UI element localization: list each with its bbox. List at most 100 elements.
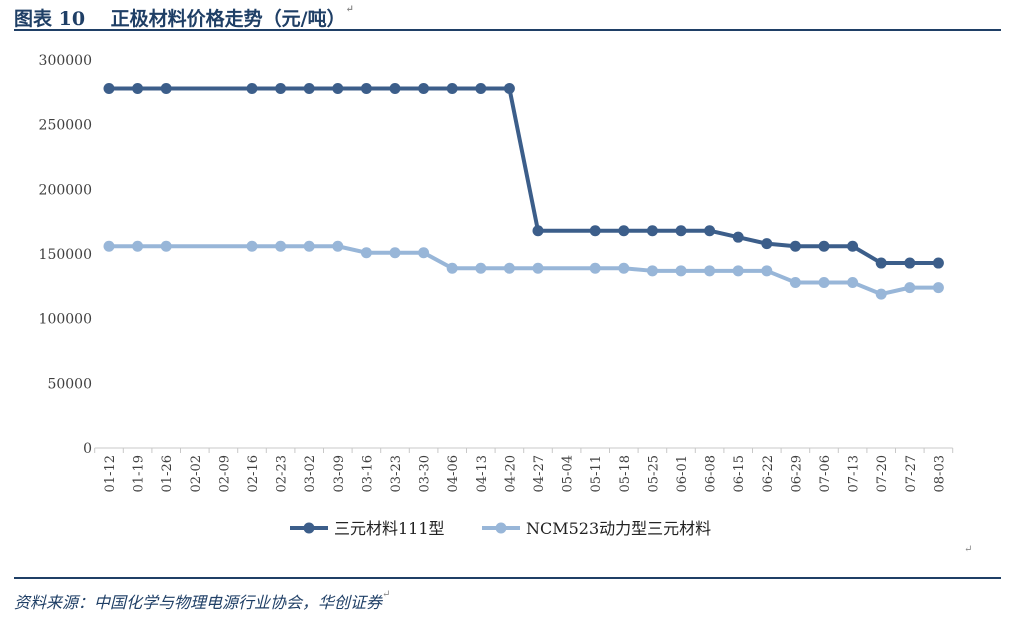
source-note: 资料来源：中国化学与物理电源行业协会，华创证券 ↵ xyxy=(14,589,390,613)
axes: 01-12 01-19 01-26 02-02 02-09 02-16 02-23 03-02… xyxy=(39,53,954,492)
data-point xyxy=(503,262,515,274)
data-point xyxy=(275,82,287,94)
series-line-1 xyxy=(109,86,939,266)
y-tick-label: 300000 xyxy=(39,53,92,69)
data-point xyxy=(847,276,859,288)
top-rule xyxy=(14,29,1001,31)
x-tick-label: 05-11 xyxy=(589,455,604,492)
data-point xyxy=(761,238,773,250)
data-point xyxy=(132,240,144,252)
source-paragraph-mark: ↵ xyxy=(382,589,391,600)
data-point xyxy=(275,240,287,252)
x-tick-label: 06-29 xyxy=(789,455,804,492)
data-point xyxy=(132,82,144,94)
data-point xyxy=(446,82,458,94)
x-tick-label: 05-04 xyxy=(561,455,576,492)
price-trend-chart: 01-12 01-19 01-26 02-02 02-09 02-16 02-23 03-02… xyxy=(39,53,973,555)
data-point xyxy=(303,82,315,94)
data-point xyxy=(418,82,430,94)
x-tick-label: 02-02 xyxy=(189,455,204,492)
x-tick-label: 01-26 xyxy=(160,455,175,492)
data-point xyxy=(103,82,115,94)
x-tick-label: 01-12 xyxy=(103,455,118,492)
x-tick-label: 03-30 xyxy=(418,455,433,492)
bottom-rule xyxy=(14,577,1001,579)
y-tick-label: 50000 xyxy=(47,376,92,392)
x-tick-label: 04-06 xyxy=(446,455,461,492)
y-tick-label: 0 xyxy=(83,441,92,457)
figure-title-text: 图表 10 正极材料价格走势（元/吨） xyxy=(14,8,346,30)
data-point xyxy=(360,247,372,259)
figure-title: 图表 10 正极材料价格走势（元/吨） ↵ xyxy=(14,4,354,31)
data-point xyxy=(160,82,172,94)
y-tick-label: 100000 xyxy=(39,312,92,328)
data-point xyxy=(789,240,801,252)
data-point xyxy=(818,240,830,252)
data-point xyxy=(389,247,401,259)
x-tick-label: 05-18 xyxy=(618,455,633,492)
legend-label: NCM523动力型三元材料 xyxy=(526,519,711,538)
x-tick-label: 06-22 xyxy=(761,455,776,492)
data-point xyxy=(932,257,944,269)
data-point xyxy=(789,276,801,288)
data-point xyxy=(446,262,458,274)
x-tick-label: 06-01 xyxy=(675,455,690,492)
data-point xyxy=(675,265,687,277)
legend: 三元材料111型 NCM523动力型三元材料 xyxy=(290,519,711,538)
trailing-paragraph-mark: ↵ xyxy=(964,544,972,555)
x-tick-label: 03-02 xyxy=(303,455,318,492)
data-point xyxy=(847,240,859,252)
x-tick-label: 04-27 xyxy=(532,455,547,492)
series-layer xyxy=(103,82,944,300)
x-tick-label: 02-09 xyxy=(217,455,232,492)
data-point xyxy=(103,240,115,252)
legend-label: 三元材料111型 xyxy=(334,519,445,538)
x-tick-label: 04-13 xyxy=(475,455,490,492)
data-point xyxy=(475,262,487,274)
x-tick-label: 02-16 xyxy=(246,455,261,492)
data-point xyxy=(303,240,315,252)
data-point xyxy=(532,225,544,237)
x-tick-label: 03-23 xyxy=(389,455,404,492)
data-point xyxy=(503,82,515,94)
x-tick-label: 08-03 xyxy=(932,455,947,492)
paragraph-mark: ↵ xyxy=(345,4,355,15)
data-point xyxy=(646,225,658,237)
data-point xyxy=(932,282,944,294)
x-tick-label: 02-23 xyxy=(275,455,290,492)
legend-swatch-marker xyxy=(303,522,315,534)
data-point xyxy=(704,225,716,237)
data-point xyxy=(332,82,344,94)
x-tick-label: 06-15 xyxy=(732,455,747,492)
data-point xyxy=(618,225,630,237)
data-point xyxy=(160,240,172,252)
x-tick-label: 04-20 xyxy=(503,455,518,492)
data-point xyxy=(246,240,258,252)
data-point xyxy=(360,82,372,94)
data-point xyxy=(532,262,544,274)
data-point xyxy=(646,265,658,277)
data-point xyxy=(732,265,744,277)
y-tick-label: 150000 xyxy=(39,247,92,263)
x-tick-label: 07-13 xyxy=(847,455,862,492)
x-tick-label: 07-20 xyxy=(875,455,890,492)
source-text: 资料来源：中国化学与物理电源行业协会，华创证券 xyxy=(14,593,383,612)
data-point xyxy=(904,282,916,294)
data-point xyxy=(732,231,744,243)
data-point xyxy=(875,257,887,269)
data-point xyxy=(332,240,344,252)
data-point xyxy=(418,247,430,259)
x-tick-label: 01-19 xyxy=(132,455,147,492)
x-tick-label: 07-27 xyxy=(904,455,919,492)
series-line-2 xyxy=(109,244,939,297)
data-point xyxy=(818,276,830,288)
data-point xyxy=(761,265,773,277)
y-tick-label: 250000 xyxy=(39,118,92,134)
x-tick-label: 03-16 xyxy=(360,455,375,492)
data-point xyxy=(875,288,887,300)
data-point xyxy=(589,225,601,237)
data-point xyxy=(475,82,487,94)
x-tick-label: 03-09 xyxy=(332,455,347,492)
x-tick-label: 06-08 xyxy=(704,455,719,492)
data-point xyxy=(589,262,601,274)
